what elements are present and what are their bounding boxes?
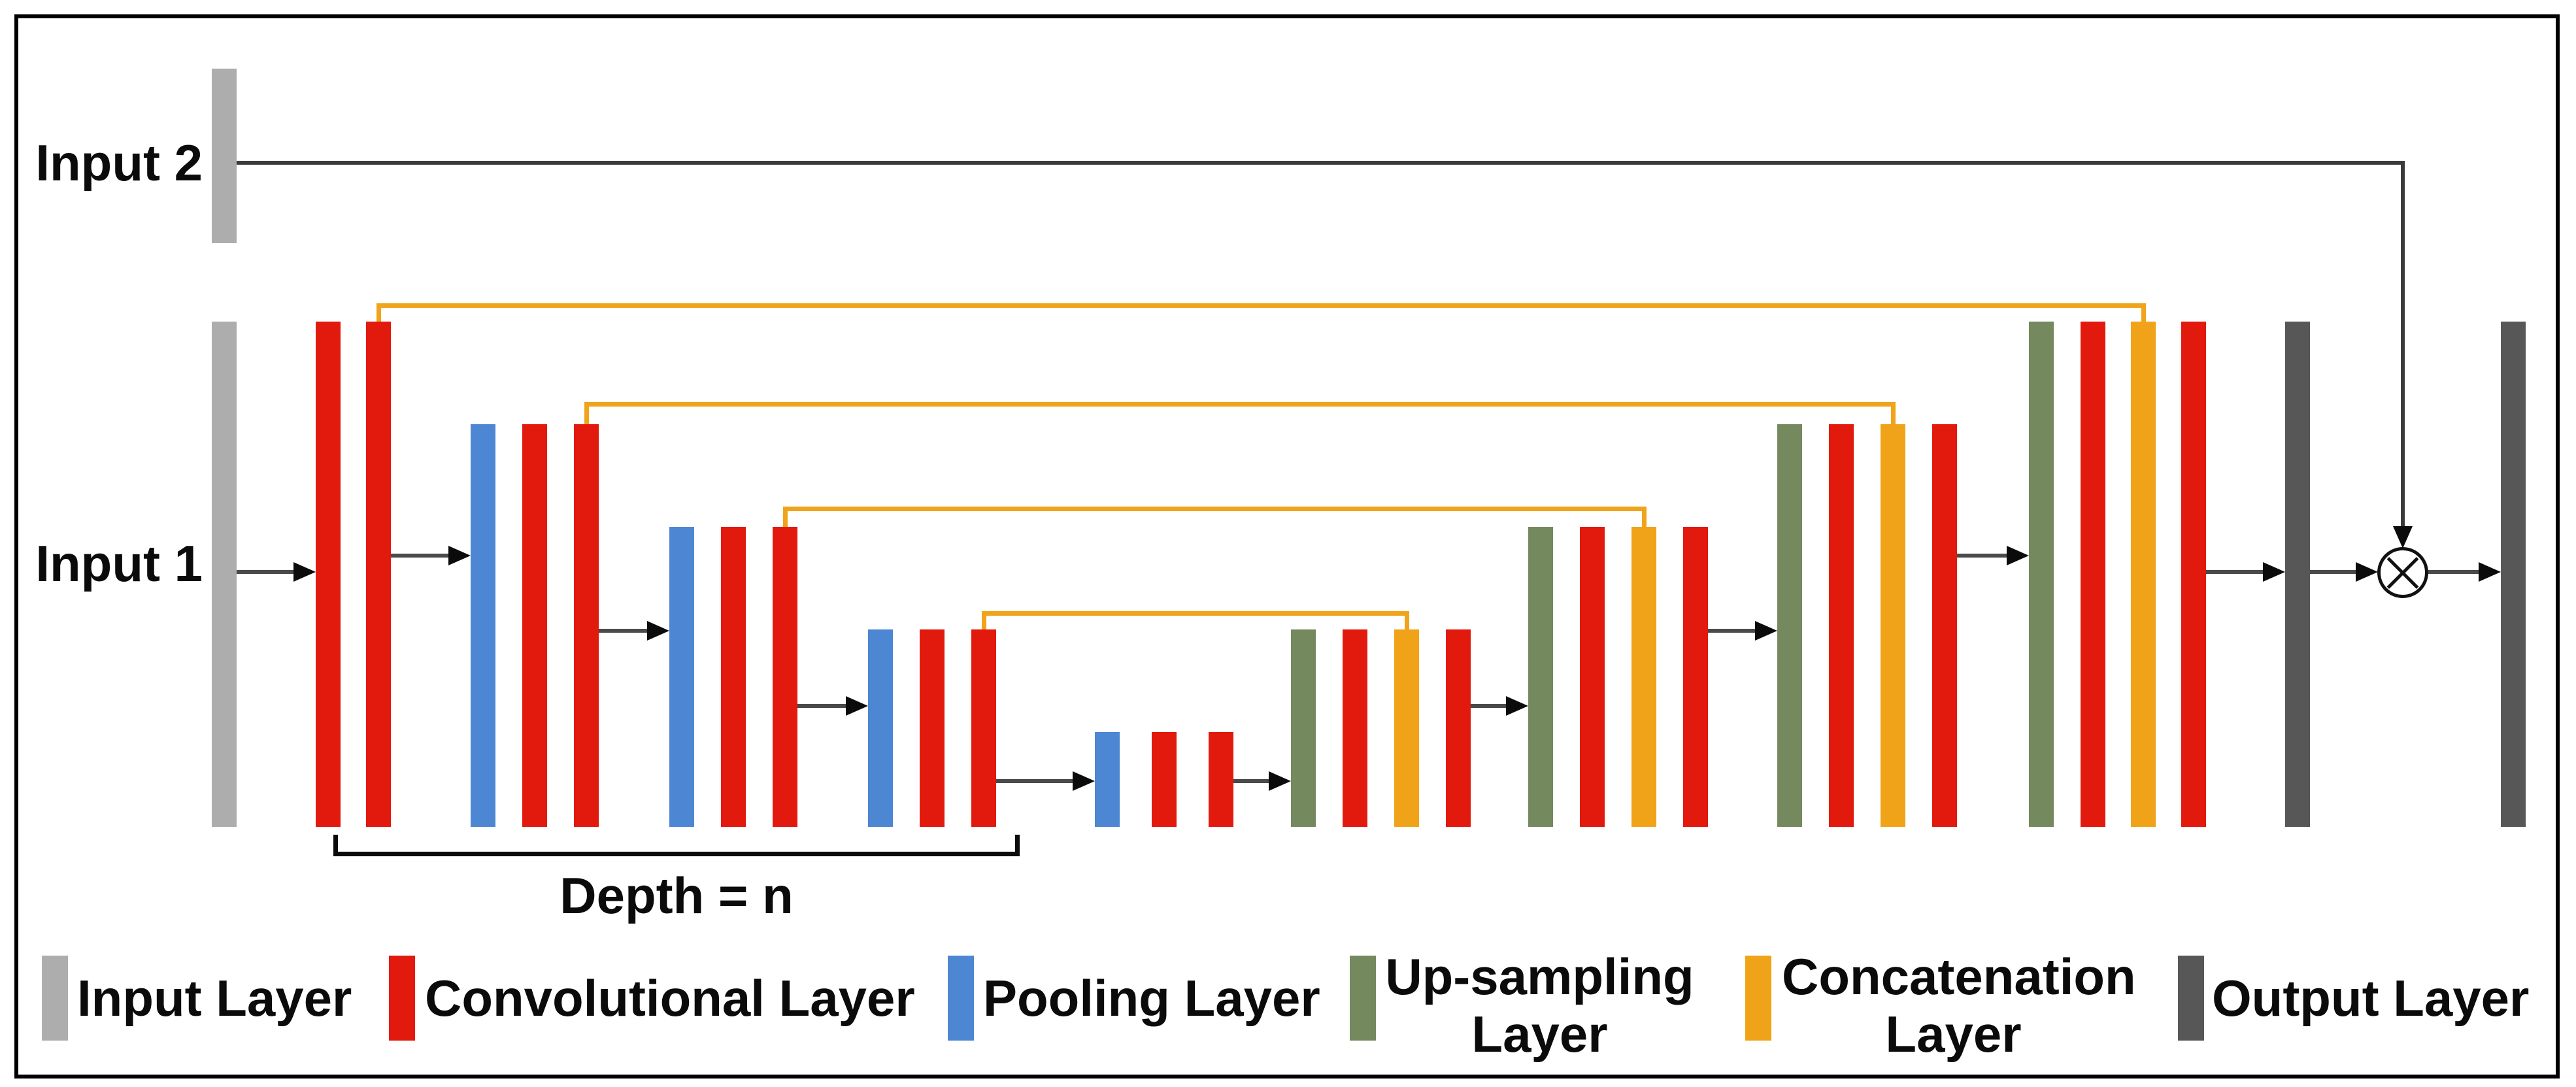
arrow-right-icon: [448, 546, 471, 565]
flow-arrow-shaft: [2428, 570, 2481, 574]
flow-arrow-shaft: [1233, 779, 1271, 783]
upsample-layer-bar: [2029, 322, 2054, 827]
legend-label-input-layer: Input Layer: [77, 969, 352, 1027]
flow-arrow-shaft: [996, 779, 1075, 783]
depth-bracket-tick: [1015, 835, 1020, 856]
legend-label-line: Layer: [1471, 1005, 1608, 1063]
skip-connection-line: [584, 402, 1896, 407]
depth-bracket-tick: [333, 835, 338, 856]
conv-layer-bar: [2081, 322, 2105, 827]
skip-connection-stub: [982, 611, 986, 631]
upsample-layer-bar: [1528, 527, 1553, 827]
conv-layer-bar: [1932, 424, 1957, 827]
pool-layer-bar: [1095, 732, 1120, 827]
diagram-border: [14, 14, 2560, 1079]
skip-connection-line: [783, 507, 1647, 511]
conv-layer-bar: [721, 527, 746, 827]
legend-swatch-convolutional-layer: [389, 956, 415, 1041]
upsample-layer-bar: [1291, 629, 1316, 827]
conv-layer-bar: [1446, 629, 1471, 827]
arrow-right-icon: [1755, 621, 1777, 641]
flow-arrow-shaft: [599, 629, 650, 633]
depth-bracket-line: [333, 852, 1020, 856]
flow-arrow-shaft: [1708, 629, 1758, 633]
input-1-label: Input 1: [35, 535, 203, 592]
legend-label-output-layer: Output Layer: [2212, 969, 2530, 1027]
flow-arrow-shaft: [1957, 554, 2009, 558]
legend-label-convolutional-layer: Convolutional Layer: [425, 969, 915, 1027]
conv-layer-bar: [1343, 629, 1367, 827]
pool-layer-bar: [669, 527, 694, 827]
legend-swatch-up-sampling-layer: [1350, 956, 1376, 1041]
skip-connection-stub: [584, 402, 589, 426]
conv-layer-bar: [1829, 424, 1854, 827]
legend-label-up-sampling-layer: Up-sampling Layer: [1384, 948, 1695, 1063]
input-2-label: Input 2: [35, 134, 203, 192]
arrow-right-icon: [2356, 562, 2378, 582]
flow-arrow-shaft: [2310, 570, 2358, 574]
legend-label-line: Up-sampling: [1385, 948, 1694, 1005]
arrow-right-icon: [1073, 771, 1095, 791]
flow-arrow-shaft: [797, 704, 848, 708]
arrow-right-icon: [2479, 562, 2501, 582]
conv-layer-bar: [2181, 322, 2206, 827]
flow-arrow-shaft: [391, 554, 451, 558]
skip-connection-stub: [1405, 611, 1409, 631]
input-1-bar: [212, 322, 237, 827]
legend-swatch-input-layer: [42, 956, 68, 1041]
skip-connection-line: [376, 303, 2146, 308]
arrow-right-icon: [293, 562, 316, 582]
conv-layer-bar: [366, 322, 391, 827]
legend-swatch-pooling-layer: [948, 956, 974, 1041]
skip-connection-line: [982, 611, 1409, 616]
flow-arrow-shaft: [1471, 704, 1509, 708]
upsample-layer-bar: [1777, 424, 1802, 827]
pool-layer-bar: [471, 424, 495, 827]
legend-swatch-concatenation-layer: [1745, 956, 1771, 1041]
arrow-right-icon: [2263, 562, 2285, 582]
output-final-bar: [2501, 322, 2526, 827]
skip-connection-stub: [376, 303, 381, 323]
conv-layer-bar: [1152, 732, 1177, 827]
multiply-icon: [2377, 547, 2428, 598]
skip-connection-stub: [2141, 303, 2146, 323]
arrow-down-icon: [2393, 526, 2413, 548]
legend-label-line: Concatenation: [1782, 948, 2136, 1005]
arrow-right-icon: [2007, 546, 2029, 565]
legend-label-line: Layer: [1885, 1005, 2022, 1063]
legend-swatch-output-layer: [2178, 956, 2204, 1041]
conv-layer-bar: [522, 424, 547, 827]
input-2-bar: [212, 69, 237, 243]
legend-label-concatenation-layer: Concatenation Layer: [1782, 948, 2136, 1063]
concat-layer-bar: [1394, 629, 1419, 827]
conv-layer-bar: [316, 322, 341, 827]
depth-annotation: Depth = n: [560, 867, 794, 924]
arrow-right-icon: [1506, 696, 1528, 716]
input2-signal-line-vertical: [2401, 161, 2405, 526]
flow-arrow-shaft: [237, 570, 296, 574]
output-feature-bar: [2285, 322, 2310, 827]
conv-layer-bar: [1683, 527, 1708, 827]
concat-layer-bar: [2131, 322, 2156, 827]
skip-connection-stub: [783, 507, 788, 528]
conv-layer-bar: [574, 424, 599, 827]
input2-signal-line: [237, 161, 2405, 165]
conv-layer-bar: [920, 629, 945, 827]
conv-layer-bar: [773, 527, 797, 827]
conv-layer-bar: [971, 629, 996, 827]
arrow-right-icon: [647, 621, 669, 641]
conv-layer-bar: [1580, 527, 1605, 827]
flow-arrow-shaft: [2206, 570, 2266, 574]
legend-label-pooling-layer: Pooling Layer: [983, 969, 1320, 1027]
pool-layer-bar: [868, 629, 893, 827]
skip-connection-stub: [1642, 507, 1647, 528]
concat-layer-bar: [1881, 424, 1905, 827]
arrow-right-icon: [846, 696, 868, 716]
conv-layer-bar: [1209, 732, 1233, 827]
arrow-right-icon: [1269, 771, 1291, 791]
skip-connection-stub: [1891, 402, 1896, 426]
concat-layer-bar: [1631, 527, 1656, 827]
